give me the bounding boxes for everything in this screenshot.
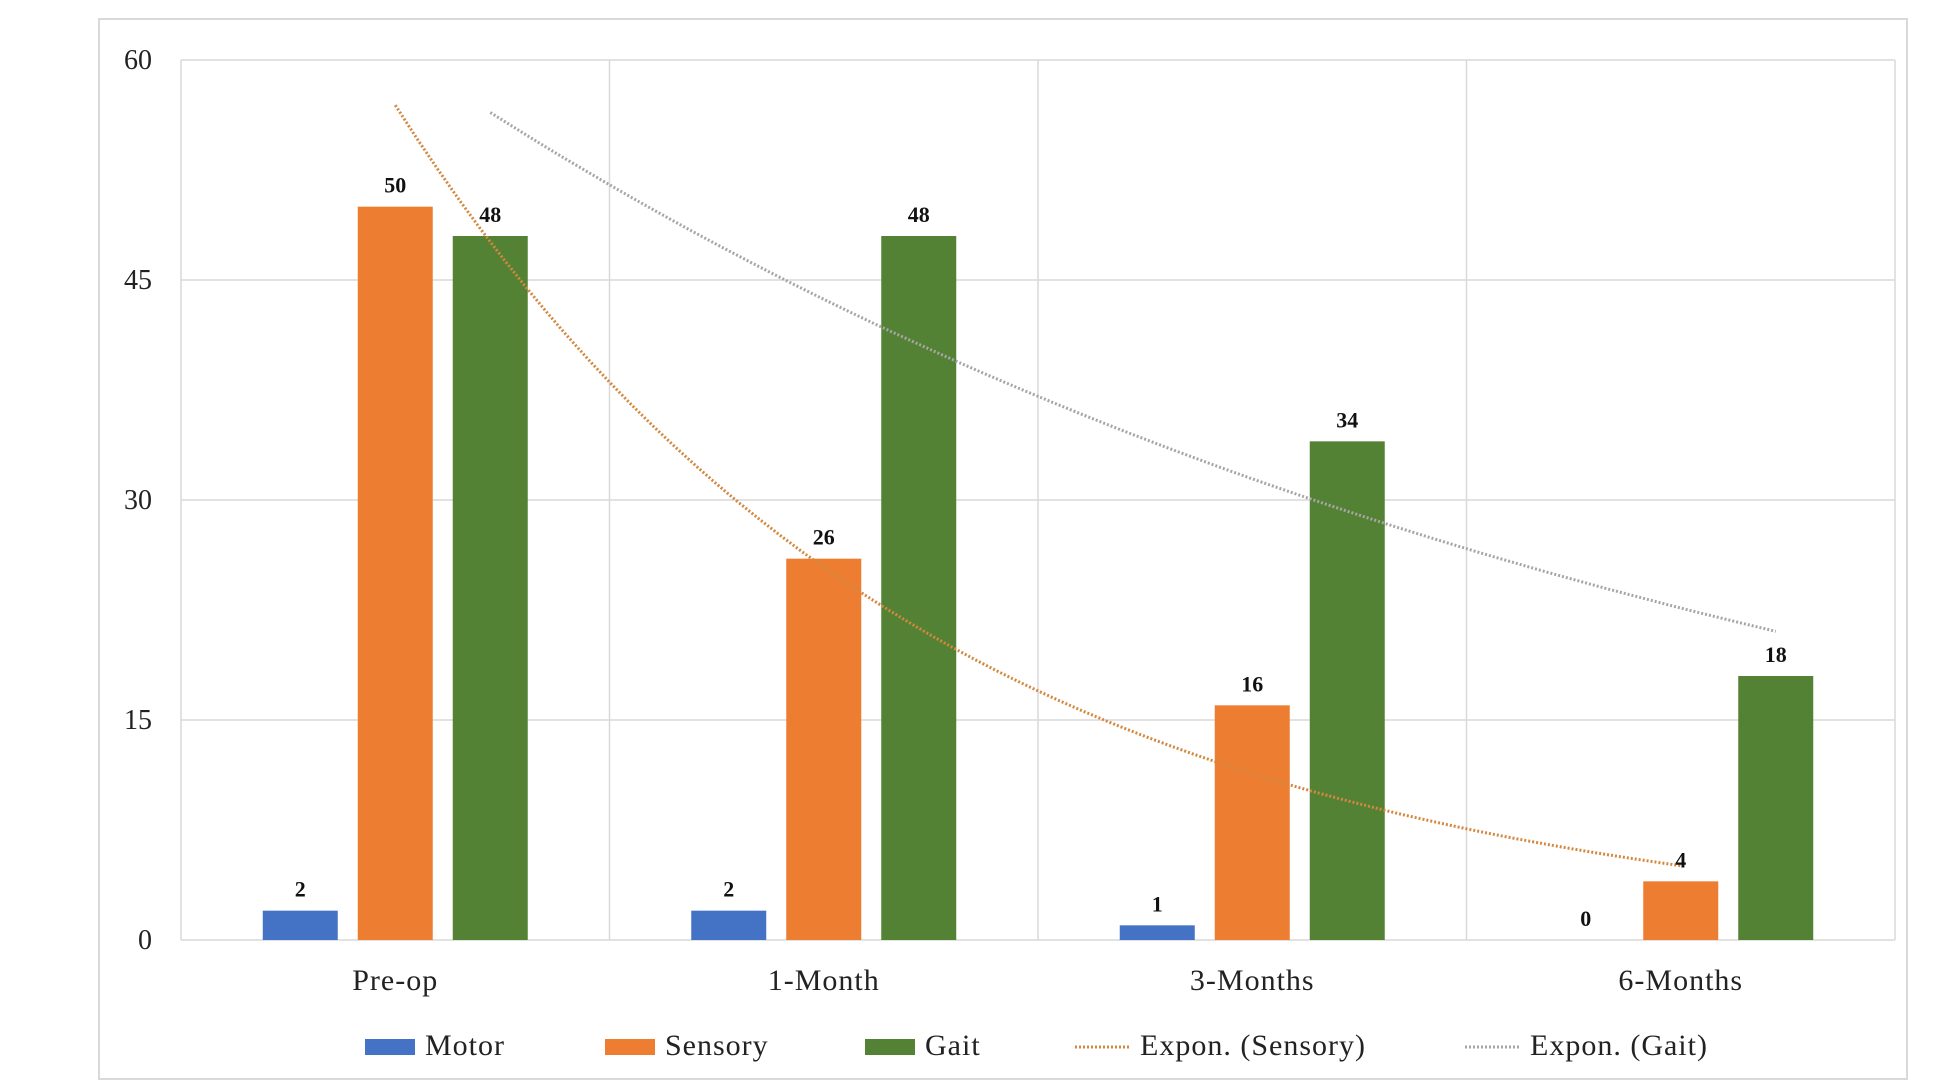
data-label: 26	[813, 525, 835, 550]
y-tick-label: 45	[124, 265, 152, 296]
legend-label: Expon. (Gait)	[1530, 1029, 1708, 1062]
trendline-gait	[489, 111, 1777, 633]
legend-item: Expon. (Sensory)	[1075, 1029, 1366, 1062]
legend-item: Motor	[365, 1029, 505, 1062]
legend-label: Motor	[425, 1029, 505, 1062]
legend: Motor Sensory Gait Expon. (Sensory) Expon. (…	[365, 1029, 1708, 1062]
data-label: 16	[1241, 671, 1263, 696]
legend-label: Gait	[925, 1029, 981, 1062]
y-axis-ticks: 0 15 30 45 60	[124, 45, 152, 956]
y-tick-label: 0	[138, 925, 152, 956]
legend-item: Sensory	[605, 1029, 769, 1062]
x-category-label: Pre-op	[352, 964, 438, 997]
x-category-label: 3-Months	[1190, 964, 1315, 997]
x-axis-categories: Pre-op 1-Month 3-Months 6-Months	[352, 964, 1743, 997]
legend-swatch	[865, 1039, 915, 1055]
bar-motor	[1119, 925, 1195, 940]
bar-motor	[262, 910, 338, 940]
data-label: 0	[1580, 906, 1591, 931]
data-label: 50	[384, 173, 406, 198]
bar-sensory	[1214, 705, 1290, 940]
bar-gait	[881, 236, 957, 940]
bar-sensory	[357, 206, 433, 940]
bar-sensory	[1643, 881, 1719, 940]
y-tick-label: 30	[124, 485, 152, 516]
legend-swatch	[605, 1039, 655, 1055]
bar-gait	[1309, 441, 1385, 940]
x-category-label: 1-Month	[768, 964, 880, 997]
legend-item: Expon. (Gait)	[1465, 1029, 1708, 1062]
y-tick-label: 60	[124, 45, 152, 76]
data-label: 48	[479, 202, 501, 227]
x-category-label: 6-Months	[1618, 964, 1743, 997]
bars	[262, 206, 1814, 940]
gridlines	[180, 59, 1896, 941]
legend-swatch	[365, 1039, 415, 1055]
data-label: 34	[1336, 407, 1358, 432]
legend-item: Gait	[865, 1029, 981, 1062]
bar-sensory	[786, 558, 862, 940]
trendlines	[394, 104, 1777, 868]
bar-gait	[452, 236, 528, 940]
bar-motor	[691, 910, 767, 940]
data-label: 2	[723, 877, 734, 902]
data-label: 1	[1152, 891, 1163, 916]
data-labels: 2 2 1 0 50 26 16 4 48 48 34 18	[295, 173, 1787, 931]
data-label: 4	[1675, 847, 1686, 872]
data-label: 2	[295, 877, 306, 902]
legend-label: Sensory	[665, 1029, 769, 1062]
y-tick-label: 15	[124, 705, 152, 736]
data-label: 48	[908, 202, 930, 227]
trendline-sensory	[394, 104, 1682, 868]
legend-label: Expon. (Sensory)	[1140, 1029, 1366, 1062]
data-label: 18	[1765, 642, 1787, 667]
bar-gait	[1738, 676, 1814, 940]
